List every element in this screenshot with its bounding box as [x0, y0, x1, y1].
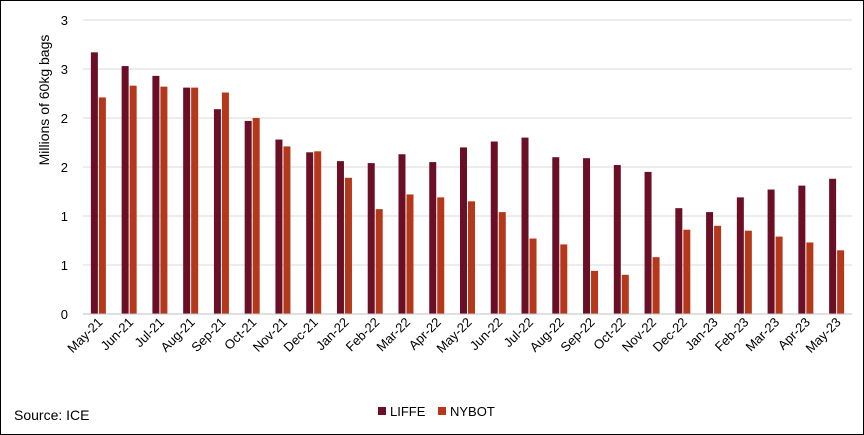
x-tick-label: Mar-23: [742, 315, 782, 355]
bar-nybot: [806, 242, 814, 314]
bar-nybot: [221, 92, 229, 315]
bar-nybot: [406, 194, 414, 314]
y-tick-label: 2: [61, 160, 68, 175]
bar-liffe: [306, 152, 314, 314]
y-tick-label: 3: [61, 13, 68, 28]
x-tick-label: Dec-22: [650, 315, 690, 355]
y-tick-label: 1: [61, 209, 68, 224]
bar-liffe: [336, 161, 344, 314]
bar-nybot: [468, 201, 475, 314]
bar-nybot: [344, 177, 352, 314]
x-tick-label: Jun-22: [467, 315, 506, 354]
bar-liffe: [675, 208, 683, 314]
x-tick-label: Dec-21: [281, 315, 321, 355]
x-tick-label: May-23: [802, 315, 843, 356]
bar-nybot: [314, 151, 322, 314]
bar-nybot: [837, 250, 845, 314]
bar-nybot: [683, 229, 691, 314]
bar-liffe: [583, 158, 591, 314]
y-tick-label: 0: [61, 307, 68, 322]
bar-nybot: [775, 236, 783, 314]
bar-liffe: [275, 139, 283, 314]
bar-nybot: [591, 270, 599, 314]
source-note: Source: ICE: [14, 407, 89, 423]
x-tick-label: Feb-23: [712, 315, 752, 355]
x-tick-label: May-21: [64, 315, 105, 356]
bar-liffe: [706, 212, 714, 314]
bar-liffe: [183, 87, 191, 315]
x-tick-label: Mar-22: [373, 315, 413, 355]
y-axis-title: Millions of 60kg bags: [36, 35, 52, 166]
legend-label-nybot: NYBOT: [450, 404, 495, 419]
bar-nybot: [283, 146, 291, 314]
bars: [90, 52, 845, 315]
bar-nybot: [560, 244, 568, 314]
x-tick-label: Sep-22: [557, 315, 597, 355]
bar-liffe: [798, 185, 806, 314]
bar-liffe: [244, 120, 252, 314]
y-tick-label: 2: [61, 111, 68, 126]
bar-nybot: [160, 86, 168, 314]
bar-nybot: [98, 97, 106, 314]
bar-liffe: [398, 154, 406, 314]
bar-nybot: [529, 238, 537, 314]
bar-nybot: [437, 197, 445, 314]
y-tick-labels: 0 1 1 2 2 3 3: [61, 13, 68, 322]
legend-swatch-liffe: [378, 407, 386, 415]
bar-nybot: [252, 118, 260, 314]
bar-liffe: [552, 157, 560, 314]
x-tick-label: Jun-21: [98, 315, 137, 354]
bar-liffe: [460, 147, 467, 314]
bar-liffe: [367, 163, 375, 314]
x-tick-label: Sep-21: [188, 315, 228, 355]
bar-liffe: [736, 197, 744, 314]
legend-label-liffe: LIFFE: [390, 404, 426, 419]
bar-nybot: [498, 212, 506, 314]
bar-nybot: [744, 230, 752, 314]
bar-liffe: [90, 52, 98, 315]
y-tick-label: 1: [61, 258, 68, 273]
bar-nybot: [714, 225, 722, 314]
bar-nybot: [621, 274, 629, 314]
bar-nybot: [129, 85, 137, 314]
x-tick-label: May-22: [433, 315, 474, 356]
bar-nybot: [652, 257, 660, 314]
y-tick-label: 3: [61, 62, 68, 77]
bar-liffe: [213, 109, 221, 315]
bar-liffe: [644, 171, 652, 314]
bar-liffe: [829, 178, 837, 314]
bar-liffe: [613, 165, 621, 314]
bar-nybot: [375, 209, 383, 314]
bar-liffe: [521, 137, 529, 314]
x-tick-label: Feb-22: [343, 315, 383, 355]
gridlines: [83, 19, 852, 266]
bar-liffe: [490, 141, 498, 314]
bar-nybot: [191, 87, 199, 315]
bar-liffe: [767, 189, 775, 314]
legend-swatch-nybot: [438, 407, 446, 415]
bar-liffe: [121, 66, 129, 314]
bar-liffe: [152, 75, 160, 314]
x-tick-labels: May-21Jun-21Jul-21Aug-21Sep-21Oct-21Nov-…: [64, 315, 844, 356]
legend: LIFFE NYBOT: [378, 404, 495, 419]
bar-liffe: [429, 162, 437, 314]
